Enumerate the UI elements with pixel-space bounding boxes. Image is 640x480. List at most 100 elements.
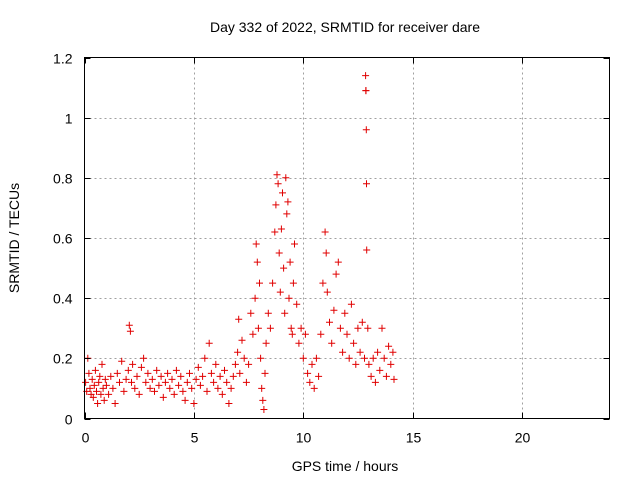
data-point <box>363 180 370 188</box>
data-point <box>264 309 272 317</box>
data-point <box>196 381 204 389</box>
data-point <box>101 375 109 383</box>
data-point <box>389 348 397 356</box>
data-point <box>170 390 178 398</box>
data-point <box>287 324 295 332</box>
data-point <box>266 324 274 332</box>
data-point <box>341 309 349 317</box>
data-point <box>221 366 228 374</box>
data-point <box>126 327 134 335</box>
y-axis-label: SRMTID / TECUs <box>6 183 22 293</box>
data-point <box>120 387 128 395</box>
data-point <box>172 366 180 374</box>
data-point <box>274 180 282 188</box>
data-point <box>210 378 218 386</box>
data-point <box>362 72 370 80</box>
data-point <box>293 300 301 308</box>
data-point <box>364 324 372 332</box>
data-point <box>260 406 268 413</box>
data-point <box>289 279 297 287</box>
data-point <box>140 354 148 362</box>
data-point <box>257 354 265 362</box>
data-point <box>345 354 353 362</box>
y-tick-label: 0.6 <box>53 231 73 247</box>
data-point <box>343 330 351 338</box>
data-point <box>168 375 176 383</box>
chart-title: Day 332 of 2022, SRMTID for receiver dar… <box>210 19 480 35</box>
data-point <box>354 324 362 332</box>
data-point <box>236 369 244 377</box>
data-point <box>207 369 215 377</box>
data-point <box>361 354 368 362</box>
data-point <box>82 378 90 386</box>
data-point <box>352 360 360 368</box>
data-point <box>157 372 165 380</box>
data-point <box>254 324 262 332</box>
data-point <box>249 330 257 338</box>
data-point <box>339 348 347 356</box>
data-point <box>367 372 375 380</box>
data-point <box>190 400 198 407</box>
x-tick-labels: 0 5 10 15 20 <box>82 430 531 446</box>
data-point <box>135 390 143 398</box>
y-tick-label: 0.2 <box>53 351 73 367</box>
data-point <box>376 366 384 374</box>
data-point <box>128 378 135 386</box>
data-point <box>201 354 209 362</box>
data-point <box>242 378 250 386</box>
data-point <box>247 309 255 317</box>
data-point <box>122 375 130 383</box>
data-point <box>229 372 237 380</box>
data-point <box>261 369 269 377</box>
data-point <box>137 363 145 371</box>
data-point <box>390 375 398 383</box>
data-point <box>181 396 189 404</box>
data-point <box>374 348 382 356</box>
data-point <box>275 249 283 257</box>
data-point <box>90 381 98 389</box>
data-point <box>297 324 305 332</box>
data-point <box>269 279 277 287</box>
data-point <box>330 306 338 314</box>
data-point <box>245 360 253 368</box>
data-point <box>148 375 156 383</box>
x-axis-label: GPS time / hours <box>292 458 399 474</box>
data-point <box>301 330 309 338</box>
data-point <box>326 318 333 326</box>
data-points <box>82 72 398 413</box>
x-tick-label: 5 <box>191 430 199 446</box>
data-point <box>380 354 388 362</box>
x-tick-label: 15 <box>406 430 422 446</box>
data-point <box>280 264 288 272</box>
data-point <box>299 354 307 362</box>
data-point <box>97 390 105 398</box>
data-point <box>183 378 191 386</box>
data-point <box>258 384 266 392</box>
data-point <box>96 372 104 380</box>
data-point <box>312 354 320 362</box>
data-point <box>227 384 235 392</box>
data-point <box>271 228 279 236</box>
x-tick-label: 0 <box>82 430 90 446</box>
data-point <box>133 372 141 380</box>
data-point <box>378 324 386 332</box>
data-point <box>281 309 289 317</box>
data-point <box>131 384 139 392</box>
data-point <box>95 378 103 386</box>
data-point <box>308 360 316 368</box>
data-point <box>322 249 330 257</box>
data-point <box>252 240 260 248</box>
data-point <box>306 378 314 386</box>
data-point <box>371 378 379 386</box>
y-tick-label: 0.8 <box>53 171 73 187</box>
data-point <box>350 339 358 347</box>
y-tick-label: 0 <box>65 412 73 428</box>
data-point <box>362 126 370 134</box>
data-point <box>85 369 93 377</box>
data-point <box>153 366 161 374</box>
data-point <box>310 384 318 392</box>
y-tick-label: 1 <box>65 111 73 127</box>
data-point <box>282 174 290 182</box>
data-point <box>262 339 270 347</box>
data-point <box>356 348 364 356</box>
